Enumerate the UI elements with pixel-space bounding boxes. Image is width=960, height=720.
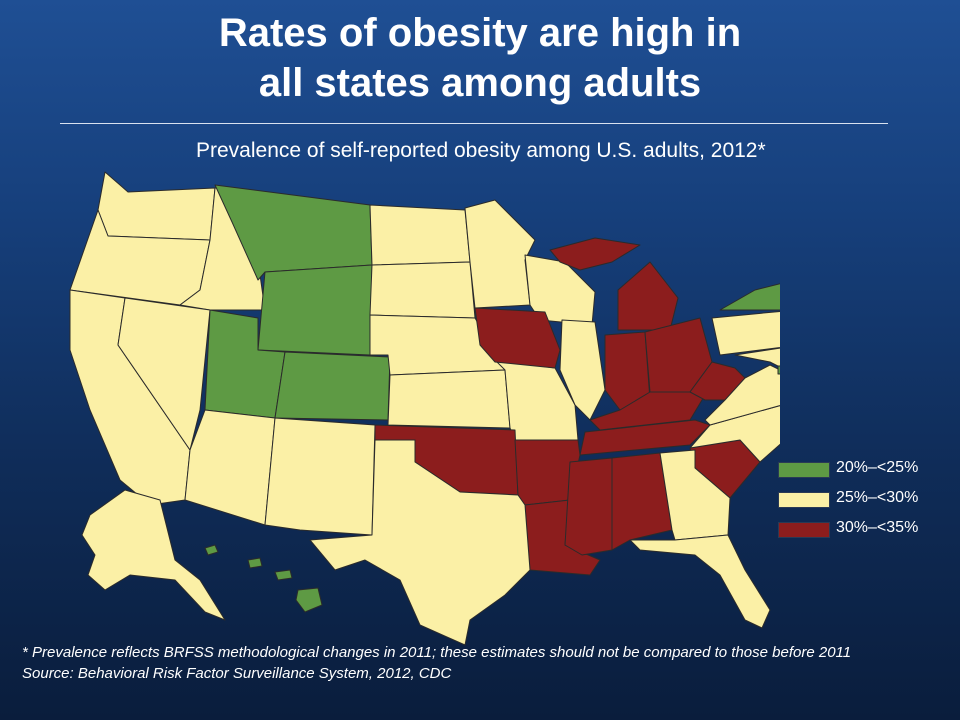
legend-item-red: 30%–<35% — [778, 519, 948, 539]
state-pennsylvania — [711, 310, 780, 356]
state-tennessee — [579, 419, 711, 456]
legend-swatch-red — [778, 522, 830, 538]
footnote: * Prevalence reflects BRFSS methodologic… — [22, 642, 932, 684]
state-north-carolina — [689, 405, 780, 463]
state-virginia — [704, 364, 780, 426]
state-arizona — [184, 409, 276, 526]
legend-label-yellow: 25%–<30% — [836, 489, 919, 506]
legend-item-green: 20%–<25% — [778, 459, 948, 479]
state-hawaii — [204, 544, 323, 613]
state-michigan — [549, 237, 679, 331]
state-new-mexico — [264, 417, 376, 536]
state-nevada — [117, 297, 211, 451]
state-maryland-delaware — [734, 347, 780, 368]
slide-title: Rates of obesity are high in all states … — [0, 8, 960, 108]
state-washington — [97, 171, 216, 241]
state-georgia — [659, 449, 731, 541]
legend-swatch-green — [778, 462, 830, 478]
state-north-dakota — [369, 204, 471, 266]
state-alaska — [81, 489, 226, 621]
state-new-york — [719, 283, 780, 311]
state-mississippi — [564, 457, 613, 556]
state-texas — [309, 439, 531, 646]
map-subtitle: Prevalence of self-reported obesity amon… — [196, 139, 766, 162]
state-minnesota — [464, 199, 536, 309]
legend-swatch-yellow — [778, 492, 830, 508]
us-obesity-map — [69, 171, 780, 646]
state-south-dakota — [369, 261, 476, 319]
legend-label-green: 20%–<25% — [836, 459, 919, 476]
state-kansas — [387, 369, 511, 429]
title-line-2: all states among adults — [258, 61, 702, 105]
state-dc — [777, 365, 780, 375]
state-wyoming — [257, 264, 373, 356]
map-legend: 20%–<25% 25%–<30% 30%–<35% — [778, 459, 948, 549]
footnote-source: Source: Behavioral Risk Factor Surveilla… — [22, 665, 452, 682]
legend-label-red: 30%–<35% — [836, 519, 919, 536]
title-line-1: Rates of obesity are high in — [218, 11, 742, 55]
footnote-methodology: * Prevalence reflects BRFSS methodologic… — [22, 644, 852, 661]
state-iowa — [474, 307, 561, 369]
state-florida — [629, 534, 771, 629]
state-colorado — [274, 351, 391, 421]
state-alabama — [611, 452, 673, 551]
legend-item-yellow: 25%–<30% — [778, 489, 948, 509]
title-divider — [60, 123, 888, 124]
